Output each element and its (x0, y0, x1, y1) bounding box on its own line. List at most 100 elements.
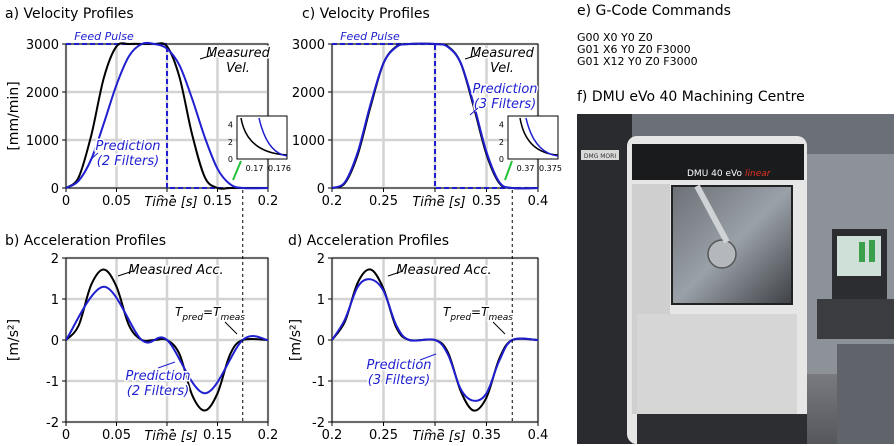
chart-panel-c: 0.2 0.25 0.3 0.35 0.4 0 1000 2000 3000 c) Velocit… (292, 6, 549, 212)
x-tick-label: 0.2 (258, 194, 279, 209)
x-axis-label: Time [s] (144, 429, 197, 444)
x-tick-label: 0.1 (157, 428, 178, 443)
zoom-connector-line (504, 160, 513, 181)
chart-title: a) Velocity Profiles (5, 6, 134, 22)
annotation-t-equal: Tpred=Tmeas (443, 305, 513, 323)
y-tick-label: 0 (317, 334, 325, 349)
chart-panel-d: 0.2 0.25 0.3 0.35 0.4 -2 -1 0 1 2 d) Acceleration … (288, 233, 549, 446)
annotation-leader (89, 152, 99, 161)
series-line-measured-vel (66, 42, 268, 190)
x-tick-label: 0.3 (425, 428, 446, 443)
inset-zoom-a: 0 2 4 0.17 0.176 (228, 115, 291, 173)
plot-area (332, 42, 538, 190)
x-tick-label: 0.35 (472, 194, 501, 209)
inset-zoom-c: 0 2 4 0.37 0.375 (499, 115, 562, 173)
chart-title: b) Acceleration Profiles (5, 233, 166, 249)
inset-x-tick-label: 0.17 (246, 164, 264, 173)
chart-panel-b: 0 0.05 0.1 0.15 0.2 -2 -1 0 1 2 b) Acceleration Pr… (5, 233, 279, 446)
y-tick-label: 1 (51, 293, 59, 308)
x-axis-label: Time [s] (412, 429, 465, 444)
x-tick-label: 0.4 (528, 194, 549, 209)
series-line-prediction-3-filters (332, 278, 538, 402)
x-tick-label: 0.2 (322, 428, 343, 443)
y-axis-label: [m/s²] (6, 319, 22, 361)
panel-e-title: e) G-Code Commands (577, 3, 731, 19)
annotation-feed-pulse: Feed Pulse (74, 30, 134, 43)
inset-y-tick-label: 2 (228, 138, 233, 147)
annotation-prediction: Prediction (2 Filters) (95, 139, 160, 169)
chart-title: c) Velocity Profiles (302, 6, 430, 22)
inset-y-tick-label: 0 (228, 155, 233, 164)
annotation-leader (492, 321, 506, 335)
x-axis-label: Time [s] (144, 195, 197, 210)
annotation-leader (469, 107, 479, 116)
annotation-measured-acc: Measured Acc. (128, 263, 223, 278)
x-tick-label: 0.15 (203, 194, 232, 209)
inset-y-tick-label: 2 (499, 138, 504, 147)
machine-model-label: DMU 40 eVo (687, 169, 742, 179)
y-tick-label: 3000 (26, 38, 59, 53)
y-tick-label: 0 (317, 182, 325, 197)
x-axis-label: Time [s] (412, 195, 465, 210)
y-tick-label: -1 (46, 375, 59, 390)
annotation-leader (157, 361, 176, 369)
chart-panel-a: 0 0.05 0.1 0.15 0.2 0 1000 2000 3000 a) Velocity … (5, 6, 279, 212)
series-line-measured-acc (66, 268, 268, 412)
y-tick-label: -1 (312, 375, 325, 390)
plot-area (332, 268, 538, 412)
annotation-prediction: Prediction (3 Filters) (366, 358, 431, 388)
y-tick-label: -2 (46, 416, 59, 431)
y-tick-label: 1000 (292, 134, 325, 149)
series-line-feed-pulse (66, 43, 268, 189)
zoom-connector-line (232, 160, 242, 181)
annotation-leader (464, 54, 479, 60)
series-line-feed-pulse (332, 43, 538, 189)
chart-title: d) Acceleration Profiles (288, 233, 449, 249)
gcode-line: G01 X6 Y0 Z0 F3000 (577, 43, 691, 56)
x-tick-label: 0.3 (425, 194, 446, 209)
inset-y-tick-label: 4 (499, 121, 504, 130)
annotation-leader (117, 270, 134, 277)
inset-y-tick-label: 4 (228, 121, 233, 130)
panel-f-title: f) DMU eVo 40 Machining Centre (577, 89, 805, 105)
y-tick-label: 2000 (292, 86, 325, 101)
inset-prediction-line (525, 117, 559, 157)
inset-x-tick-label: 0.176 (268, 164, 291, 173)
y-axis-label: [mm/min] (6, 81, 22, 150)
inset-prediction-line (258, 117, 288, 157)
inset-x-tick-label: 0.375 (539, 164, 562, 173)
inset-frame (236, 115, 288, 160)
x-tick-label: 0 (62, 428, 70, 443)
annotation-leader (224, 321, 238, 335)
y-tick-label: 2000 (26, 86, 59, 101)
y-tick-label: 0 (51, 182, 59, 197)
annotation-prediction: Prediction (3 Filters) (472, 82, 537, 112)
x-tick-label: 0.25 (369, 428, 398, 443)
x-tick-label: 0.2 (258, 428, 279, 443)
gcode-line: G01 X12 Y0 Z0 F3000 (577, 55, 698, 68)
gcode-line: G00 X0 Y0 Z0 (577, 31, 653, 44)
machine-photo: DMG MORI DMU 40 eVo linear (577, 114, 894, 444)
x-tick-label: 0.15 (203, 428, 232, 443)
x-tick-label: 0.35 (472, 428, 501, 443)
y-tick-label: 3000 (292, 38, 325, 53)
annotation-prediction: Prediction (2 Filters) (125, 369, 190, 399)
y-axis-label: [m/s²] (288, 319, 304, 361)
x-tick-label: 0.25 (369, 194, 398, 209)
y-tick-label: 1 (317, 293, 325, 308)
plot-area (66, 41, 268, 190)
annotation-feed-pulse: Feed Pulse (340, 30, 400, 43)
x-tick-label: 0.4 (528, 428, 549, 443)
x-tick-label: 0.1 (157, 194, 178, 209)
gcode-block: G00 X0 Y0 Z0 G01 X6 Y0 Z0 F3000 G01 X12 … (577, 32, 698, 68)
x-tick-label: 0 (62, 194, 70, 209)
y-tick-label: -2 (312, 416, 325, 431)
annotation-measured-vel: Measured Vel. (470, 46, 535, 76)
annotation-leader (419, 353, 437, 361)
y-tick-label: 0 (51, 334, 59, 349)
series-line-prediction-3-filters (332, 42, 538, 190)
annotation-measured-acc: Measured Acc. (396, 263, 491, 278)
machine-model-suffix: linear (745, 169, 772, 179)
annotation-measured-vel: Measured Vel. (206, 46, 271, 76)
